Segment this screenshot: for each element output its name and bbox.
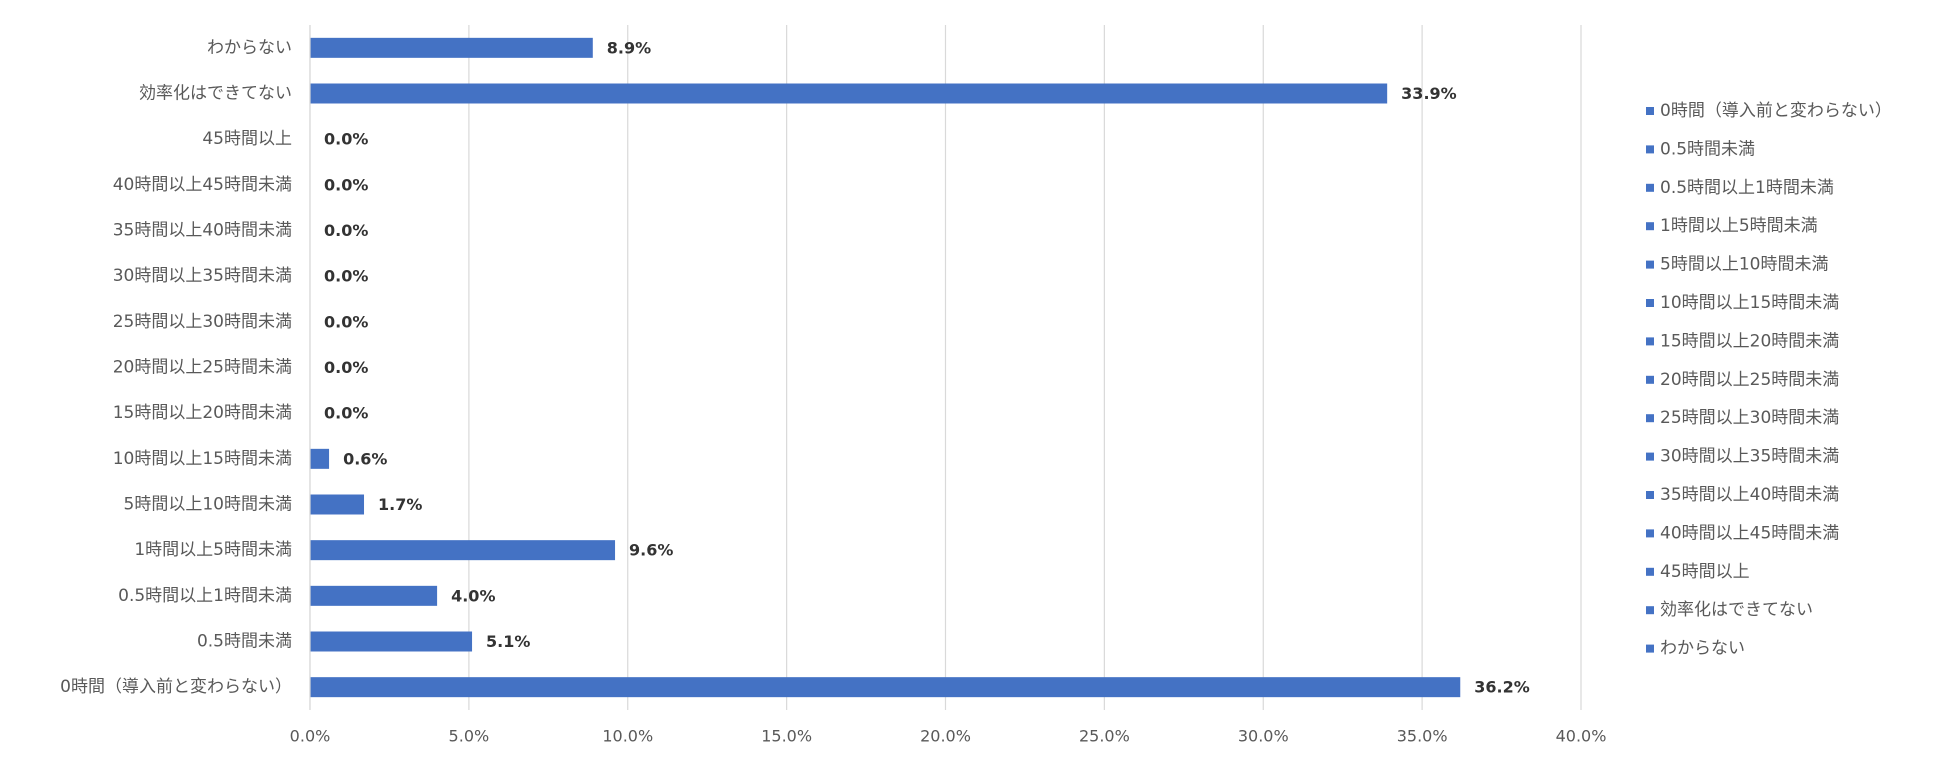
x-tick-label: 15.0%: [761, 727, 812, 746]
legend-swatch: [1646, 606, 1654, 615]
legend-label: 0.5時間未満: [1660, 139, 1755, 159]
bar: [310, 631, 473, 652]
legend-swatch: [1646, 567, 1654, 576]
y-tick-label: 45時間以上: [202, 129, 292, 149]
legend-label: 5時間以上10時間未満: [1660, 255, 1828, 275]
value-label: 0.0%: [324, 175, 368, 194]
y-tick-label: 30時間以上35時間未満: [113, 266, 292, 286]
value-label: 8.9%: [607, 38, 651, 57]
x-tick-label: 30.0%: [1238, 727, 1289, 746]
x-tick-label: 20.0%: [920, 727, 971, 746]
legend-label: 35時間以上40時間未満: [1660, 485, 1839, 505]
legend-swatch: [1646, 414, 1654, 423]
value-label: 0.0%: [324, 221, 368, 240]
value-label: 36.2%: [1474, 678, 1530, 697]
legend-label: 0.5時間以上1時間未満: [1660, 178, 1834, 198]
bar: [310, 83, 1388, 104]
bar: [310, 37, 593, 58]
legend-swatch: [1646, 145, 1654, 154]
y-tick-label: 15時間以上20時間未満: [113, 403, 292, 423]
legend-label: 45時間以上: [1660, 562, 1750, 582]
value-label: 0.0%: [324, 130, 368, 149]
legend-swatch: [1646, 452, 1654, 461]
legend-swatch: [1646, 644, 1654, 653]
y-tick-label: 35時間以上40時間未満: [113, 221, 292, 241]
legend-label: 10時間以上15時間未満: [1660, 293, 1839, 313]
value-label: 0.6%: [343, 449, 387, 468]
y-tick-label: 10時間以上15時間未満: [113, 449, 292, 469]
x-tick-label: 5.0%: [449, 727, 490, 746]
bar: [310, 494, 365, 515]
bar: [310, 448, 330, 469]
y-tick-label: 5時間以上10時間未満: [124, 495, 292, 515]
legend-label: 15時間以上20時間未満: [1660, 331, 1839, 351]
x-tick-label: 25.0%: [1079, 727, 1130, 746]
value-label: 1.7%: [378, 495, 422, 514]
legend-label: わからない: [1660, 639, 1745, 659]
x-tick-label: 35.0%: [1397, 727, 1448, 746]
legend-label: 25時間以上30時間未満: [1660, 408, 1839, 428]
legend-swatch: [1646, 337, 1654, 346]
legend-swatch: [1646, 375, 1654, 384]
y-tick-label: 0.5時間未満: [197, 632, 292, 652]
y-tick-label: 効率化はできてない: [139, 84, 292, 104]
legend-swatch: [1646, 260, 1654, 269]
x-tick-label: 40.0%: [1556, 727, 1607, 746]
legend-swatch: [1646, 529, 1654, 538]
legend-label: 30時間以上35時間未満: [1660, 447, 1839, 467]
value-label: 33.9%: [1401, 84, 1457, 103]
legend-label: 効率化はできてない: [1660, 600, 1813, 620]
value-label: 0.0%: [324, 312, 368, 331]
legend-swatch: [1646, 107, 1654, 115]
bar: [310, 677, 1461, 698]
legend-swatch: [1646, 222, 1654, 231]
value-label: 5.1%: [486, 632, 530, 651]
legend-label: 1時間以上5時間未満: [1660, 216, 1818, 236]
x-tick-label: 0.0%: [290, 727, 331, 746]
y-tick-label: わからない: [207, 38, 292, 58]
y-tick-label: 25時間以上30時間未満: [113, 312, 292, 332]
legend-swatch: [1646, 299, 1654, 307]
x-tick-label: 10.0%: [602, 727, 653, 746]
bar: [310, 585, 438, 606]
y-tick-label: 40時間以上45時間未満: [113, 175, 292, 195]
legend-label: 20時間以上25時間未満: [1660, 370, 1839, 390]
value-label: 0.0%: [324, 267, 368, 286]
legend-label: 0時間（導入前と変わらない）: [1660, 101, 1892, 121]
value-label: 4.0%: [451, 586, 495, 605]
y-tick-label: 20時間以上25時間未満: [113, 358, 292, 378]
legend-label: 40時間以上45時間未満: [1660, 523, 1839, 543]
legend-swatch: [1646, 491, 1654, 499]
value-label: 9.6%: [629, 541, 673, 560]
legend-swatch: [1646, 183, 1654, 192]
y-tick-label: 0.5時間以上1時間未満: [118, 586, 292, 606]
y-tick-label: 1時間以上5時間未満: [134, 540, 292, 560]
y-tick-label: 0時間（導入前と変わらない）: [60, 677, 292, 697]
bar: [310, 540, 616, 561]
value-label: 0.0%: [324, 358, 368, 377]
value-label: 0.0%: [324, 404, 368, 423]
